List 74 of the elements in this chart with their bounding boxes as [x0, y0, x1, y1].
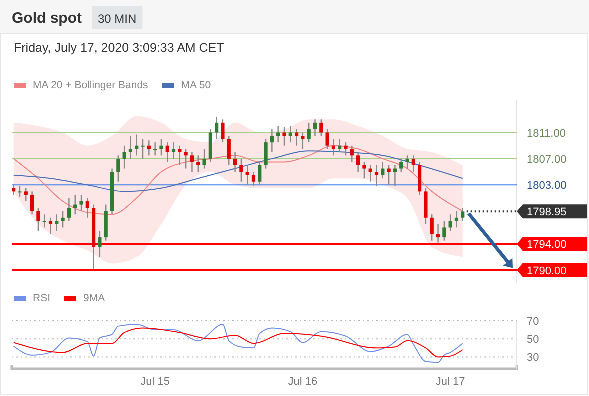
candlestick: [227, 135, 231, 166]
candlestick: [55, 214, 59, 232]
y-tick-label: 1807.00: [527, 154, 567, 166]
candlestick: [350, 145, 354, 163]
candlestick: [122, 145, 126, 170]
candlestick: [381, 162, 385, 180]
legend-label: 9MA: [84, 292, 106, 304]
candlestick: [307, 122, 311, 144]
y-tick-label: 1798.95: [527, 206, 567, 219]
y-tick-label: 1790.00: [527, 265, 567, 278]
candlestick: [178, 145, 182, 166]
candlestick: [160, 138, 164, 156]
chart-subtitle: 30 MIN: [98, 12, 137, 26]
candlestick: [36, 207, 40, 232]
candlestick: [128, 135, 133, 160]
line-series: [13, 324, 464, 364]
candlestick: [30, 191, 34, 216]
candlestick: [42, 214, 46, 228]
y-tick-label: 1811.00: [527, 128, 566, 140]
y-tick-label: 30: [527, 352, 540, 364]
x-tick-label: Jul 15: [140, 376, 170, 388]
line-series: [13, 328, 464, 358]
x-tick-label: Jul 17: [436, 376, 466, 388]
candlestick: [141, 138, 145, 160]
candlestick: [172, 142, 176, 160]
candlestick: [442, 220, 446, 242]
candlestick: [344, 142, 348, 156]
candlestick: [282, 126, 286, 146]
x-tick-label: Jul 16: [288, 376, 318, 388]
candlestick: [313, 119, 318, 137]
candlestick: [98, 230, 102, 258]
y-tick-label: 1794.00: [527, 239, 567, 252]
candlestick: [406, 155, 410, 170]
candlestick: [258, 162, 262, 186]
candlestick: [202, 148, 206, 170]
candlestick: [362, 162, 366, 180]
candlestick: [264, 138, 268, 170]
candlestick: [190, 152, 194, 173]
y-tick-label: 70: [527, 316, 540, 328]
candlestick: [166, 142, 170, 163]
y-tick-label: 50: [527, 334, 540, 346]
candlestick: [80, 194, 84, 212]
candlestick: [116, 155, 120, 182]
candlestick: [18, 186, 22, 198]
candlestick: [196, 155, 200, 173]
candlestick: [240, 158, 244, 182]
candlestick: [252, 171, 256, 188]
legend-label: RSI: [33, 292, 51, 304]
candlestick: [461, 207, 465, 222]
candlestick: [320, 119, 324, 137]
candlestick: [400, 158, 404, 173]
candlestick: [48, 217, 53, 235]
y-tick-label: 1803.00: [527, 180, 567, 192]
candlestick: [430, 214, 434, 242]
chart-title: Gold spot: [12, 10, 82, 27]
text: Friday, July 17, 2020 3:09:33 AM CET: [14, 41, 225, 55]
candlestick: [326, 128, 330, 150]
legend-label: MA 20 + Bollinger Bands: [33, 80, 148, 92]
line-series: [13, 150, 464, 192]
candlestick: [374, 164, 379, 188]
candlestick: [154, 142, 158, 156]
legend-label: MA 50: [181, 80, 212, 92]
candlestick: [215, 116, 219, 140]
candlestick: [270, 128, 274, 153]
candlestick: [412, 155, 416, 173]
candlestick: [246, 164, 250, 186]
candlestick: [356, 152, 360, 173]
candlestick: [24, 188, 28, 202]
candlestick: [86, 198, 90, 218]
candlestick: [301, 132, 305, 150]
candlestick: [221, 119, 225, 144]
candlestick: [233, 152, 238, 173]
candlestick: [67, 198, 72, 222]
candlestick: [448, 214, 452, 232]
